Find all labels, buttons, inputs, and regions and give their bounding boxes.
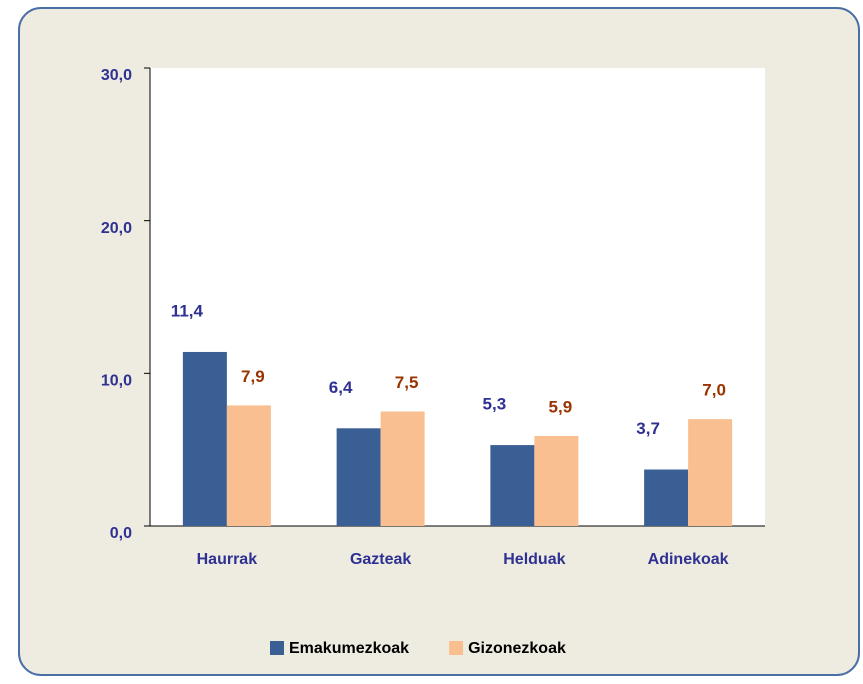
- bar: [688, 419, 733, 526]
- bar: [534, 435, 579, 526]
- data-label: 7,0: [702, 381, 726, 400]
- x-tick-label: Helduak: [503, 551, 565, 568]
- data-label: 7,9: [241, 367, 265, 386]
- y-tick-label: 30,0: [101, 67, 132, 84]
- x-tick-label: Adinekoak: [648, 551, 729, 568]
- bar: [644, 469, 689, 526]
- data-label: 5,9: [549, 397, 573, 416]
- legend-swatch: [449, 641, 464, 655]
- y-tick-label: 10,0: [101, 373, 132, 390]
- x-tick-label: Gazteak: [350, 551, 411, 568]
- y-tick-label: 0,0: [110, 525, 132, 542]
- data-label: 11,4: [171, 301, 204, 320]
- legend-label: Emakumezkoak: [289, 640, 409, 657]
- bar: [490, 445, 535, 526]
- bar: [226, 405, 271, 526]
- legend-swatch: [270, 641, 284, 655]
- legend-label: Gizonezkoak: [468, 640, 566, 657]
- bar: [380, 411, 425, 526]
- bar: [182, 351, 227, 526]
- data-label: 6,4: [329, 378, 353, 397]
- x-tick-label: Haurrak: [197, 551, 258, 568]
- y-tick-label: 20,0: [101, 220, 132, 237]
- bar: [336, 428, 381, 526]
- data-label: 3,7: [636, 419, 660, 438]
- data-label: 5,3: [483, 395, 507, 414]
- data-label: 7,5: [395, 373, 419, 392]
